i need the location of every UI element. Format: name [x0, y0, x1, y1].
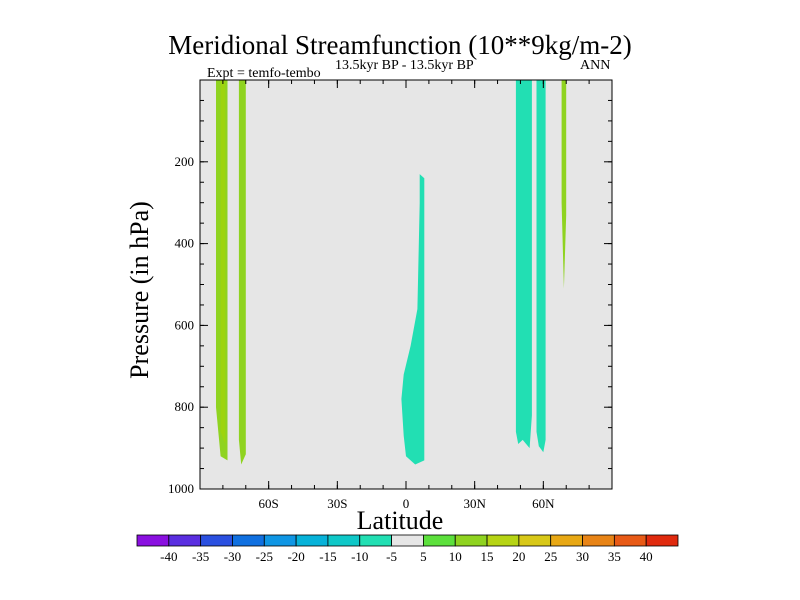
colorbar-label: 15	[481, 549, 494, 564]
colorbar-swatch	[550, 534, 583, 547]
colorbar-swatch	[613, 534, 647, 547]
colorbar-label: 5	[420, 549, 427, 564]
colorbar-swatch	[645, 534, 679, 547]
x-axis-label: Latitude	[356, 506, 444, 535]
colorbar-swatch	[423, 534, 456, 547]
colorbar-swatch	[454, 534, 488, 547]
x-tick-label: 60N	[532, 496, 555, 511]
y-tick-label: 600	[175, 317, 195, 332]
colorbar-swatch	[391, 534, 424, 547]
colorbar-swatch	[200, 534, 233, 547]
y-tick-label: 400	[175, 236, 195, 251]
contour-sh-band-2	[238, 80, 246, 465]
colorbar-label: 30	[576, 549, 589, 564]
colorbar-swatch	[359, 534, 392, 547]
experiment-label: Expt = temfo-tembo	[207, 66, 321, 81]
colorbar-swatch	[232, 534, 265, 547]
colorbar-label: -5	[386, 549, 397, 564]
colorbar-swatch	[327, 534, 361, 547]
colorbar-swatch	[168, 534, 202, 547]
colorbar-swatch	[582, 534, 615, 547]
y-tick-label: 1000	[168, 481, 194, 496]
contour-nh-band-1	[515, 80, 532, 449]
contour-nh-band-3	[561, 80, 567, 289]
colorbar-label: -10	[351, 549, 368, 564]
colorbar-swatch	[136, 534, 170, 547]
x-tick-label: 0	[403, 496, 410, 511]
y-tick-label: 800	[175, 399, 195, 414]
colorbar-label: 10	[449, 549, 462, 564]
colorbar-label: -30	[224, 549, 241, 564]
colorbar-swatch	[263, 534, 297, 547]
colorbar-label: -15	[319, 549, 336, 564]
colorbar-label: -25	[256, 549, 273, 564]
period-label: 13.5kyr BP - 13.5kyr BP	[335, 58, 474, 73]
colorbar-label: 25	[544, 549, 557, 564]
season-label: ANN	[580, 58, 611, 73]
colorbar-swatch	[295, 534, 329, 547]
x-tick-label: 30S	[327, 496, 347, 511]
x-tick-label: 30N	[463, 496, 486, 511]
contour-sh-band-1-core	[220, 80, 226, 444]
y-tick-label: 200	[175, 154, 195, 169]
x-tick-label: 60S	[259, 496, 279, 511]
colorbar-label: 20	[512, 549, 525, 564]
colorbar-swatch	[486, 534, 520, 547]
chart-title: Meridional Streamfunction (10**9kg/m-2)	[168, 30, 632, 60]
colorbar-label: 40	[640, 549, 653, 564]
colorbar-swatch	[518, 534, 552, 547]
contour-nh-band-2	[536, 80, 546, 453]
colorbar-label: -35	[192, 549, 209, 564]
colorbar-label: 35	[608, 549, 621, 564]
contour-tropical-cell	[401, 174, 425, 465]
colorbar-label: -40	[160, 549, 177, 564]
colorbar-label: -20	[287, 549, 304, 564]
